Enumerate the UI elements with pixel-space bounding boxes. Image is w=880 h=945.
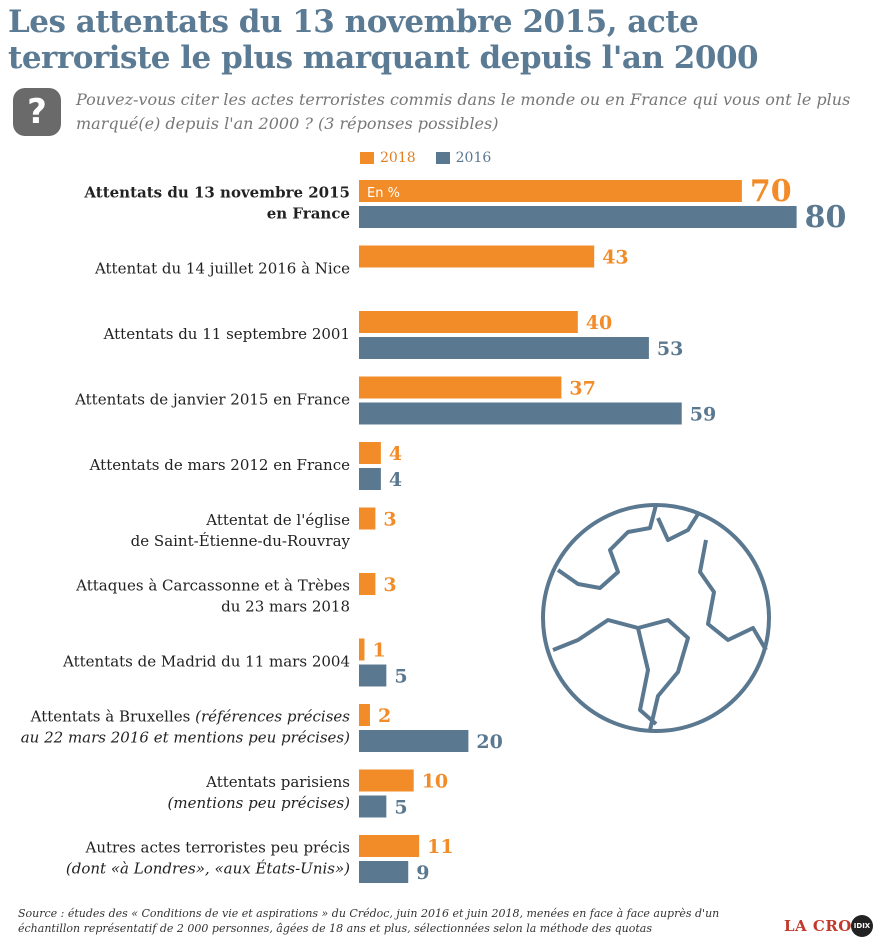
category-label: Attentats du 13 novembre 2015 — [83, 184, 350, 202]
bar-2018 — [359, 245, 595, 268]
category-label-part: Attentat du 14 juillet 2016 à Nice — [94, 260, 350, 278]
legend-item-2016: 2016 — [435, 150, 492, 166]
unit-label: En % — [367, 186, 400, 201]
category-label-part: du 23 mars 2018 — [221, 598, 350, 616]
data-label-2018: 37 — [569, 378, 595, 400]
category-label: Attentat du 14 juillet 2016 à Nice — [94, 260, 350, 278]
bar-2018 — [359, 769, 414, 792]
bar-2016 — [359, 206, 797, 228]
data-label-2016: 20 — [476, 731, 502, 753]
category-label: Attaques à Carcassonne et à Trèbes — [75, 577, 350, 595]
category-label-part: (références précises — [195, 708, 350, 726]
partner-logo: IDIX — [851, 915, 873, 937]
category-label-part: de Saint-Étienne-du-Rouvray — [131, 532, 351, 550]
category-label: au 22 mars 2016 et mentions peu précises… — [21, 729, 350, 747]
legend-swatch-2016 — [435, 152, 450, 164]
source-note: Source : études des « Conditions de vie … — [18, 907, 720, 935]
category-label-part: Attentats à Bruxelles — [30, 708, 195, 726]
survey-question: Pouvez-vous citer les actes terroristes … — [76, 90, 851, 133]
category-label-part: Autres actes terroristes peu précis — [84, 839, 350, 857]
bar-2018 — [359, 180, 742, 202]
category-label: Attentats de janvier 2015 en France — [74, 391, 350, 409]
data-label-2016: 59 — [690, 404, 716, 426]
legend-swatch-2018 — [360, 152, 374, 164]
category-label: Attentats de mars 2012 en France — [89, 456, 351, 474]
data-label-2018: 11 — [427, 836, 453, 858]
category-label-part: (mentions peu précises) — [168, 794, 351, 812]
data-label-2016: 5 — [394, 797, 407, 819]
bar-2016 — [359, 795, 387, 818]
category-label-part: au 22 mars 2016 et mentions peu précises… — [21, 729, 350, 747]
category-label-part: Attentats du 11 septembre 2001 — [103, 325, 350, 343]
category-label: (mentions peu précises) — [168, 794, 351, 812]
bar-2018 — [359, 704, 370, 726]
data-label-2016: 4 — [389, 469, 402, 491]
category-label-part: Attentat de l'église — [205, 511, 350, 529]
category-label-part: Attentats de mars 2012 en France — [89, 456, 351, 474]
bar-2016 — [359, 664, 387, 687]
bar-2016 — [359, 337, 649, 359]
category-label: Attentats à Bruxelles (références précis… — [30, 708, 351, 726]
bar-2018 — [359, 835, 420, 857]
category-label: Attentats de Madrid du 11 mars 2004 — [62, 653, 350, 671]
legend-label-2016: 2016 — [455, 150, 492, 166]
data-label-2018: 3 — [383, 574, 396, 596]
category-label: de Saint-Étienne-du-Rouvray — [131, 532, 351, 550]
bar-2016 — [359, 861, 409, 883]
category-label-part: Attentats parisiens — [205, 773, 350, 791]
category-label: Attentats du 11 septembre 2001 — [103, 325, 350, 343]
category-label-part: (dont «à Londres», «aux États-Unis») — [66, 860, 350, 878]
bar-2018 — [359, 311, 578, 333]
legend: 2018 2016 — [360, 150, 491, 166]
data-label-2018: 40 — [586, 312, 612, 334]
category-label: en France — [267, 205, 350, 223]
bar-2018 — [359, 573, 376, 595]
bar-2018 — [359, 442, 381, 464]
category-label: Autres actes terroristes peu précis — [84, 839, 350, 857]
category-label: Attentats parisiens — [205, 773, 350, 791]
bar-2018 — [359, 638, 365, 661]
category-label: (dont «à Londres», «aux États-Unis») — [66, 860, 350, 878]
data-label-2016: 80 — [805, 200, 847, 235]
bar-2018 — [359, 507, 376, 530]
category-label-part: Attentats du 13 novembre 2015 — [83, 184, 350, 202]
category-label: du 23 mars 2018 — [221, 598, 350, 616]
legend-label-2018: 2018 — [380, 150, 416, 166]
category-label-part: Attentats de janvier 2015 en France — [74, 391, 350, 409]
data-label-2018: 2 — [378, 705, 391, 727]
category-label-part: Attaques à Carcassonne et à Trèbes — [75, 577, 350, 595]
globe-icon — [541, 503, 771, 733]
brand-logo: LA CROIX — [784, 917, 872, 935]
bar-2016 — [359, 468, 381, 490]
bar-2016 — [359, 730, 469, 752]
data-label-2016: 5 — [394, 666, 407, 688]
bar-2018 — [359, 376, 562, 399]
category-label: Attentat de l'église — [205, 511, 350, 529]
bar-2016 — [359, 402, 682, 425]
legend-item-2018: 2018 — [360, 150, 416, 166]
question-icon: ? — [13, 88, 61, 136]
data-label-2016: 9 — [416, 862, 429, 884]
category-label-part: en France — [267, 205, 350, 223]
category-label-part: Attentats de Madrid du 11 mars 2004 — [62, 653, 350, 671]
data-label-2018: 70 — [750, 174, 792, 209]
data-label-2018: 10 — [422, 771, 448, 793]
data-label-2018: 1 — [372, 640, 385, 662]
data-label-2018: 43 — [602, 247, 628, 269]
data-label-2018: 4 — [389, 443, 402, 465]
chart-title: Les attentats du 13 novembre 2015, acte … — [8, 4, 759, 76]
data-label-2016: 53 — [657, 338, 683, 360]
data-label-2018: 3 — [383, 509, 396, 531]
